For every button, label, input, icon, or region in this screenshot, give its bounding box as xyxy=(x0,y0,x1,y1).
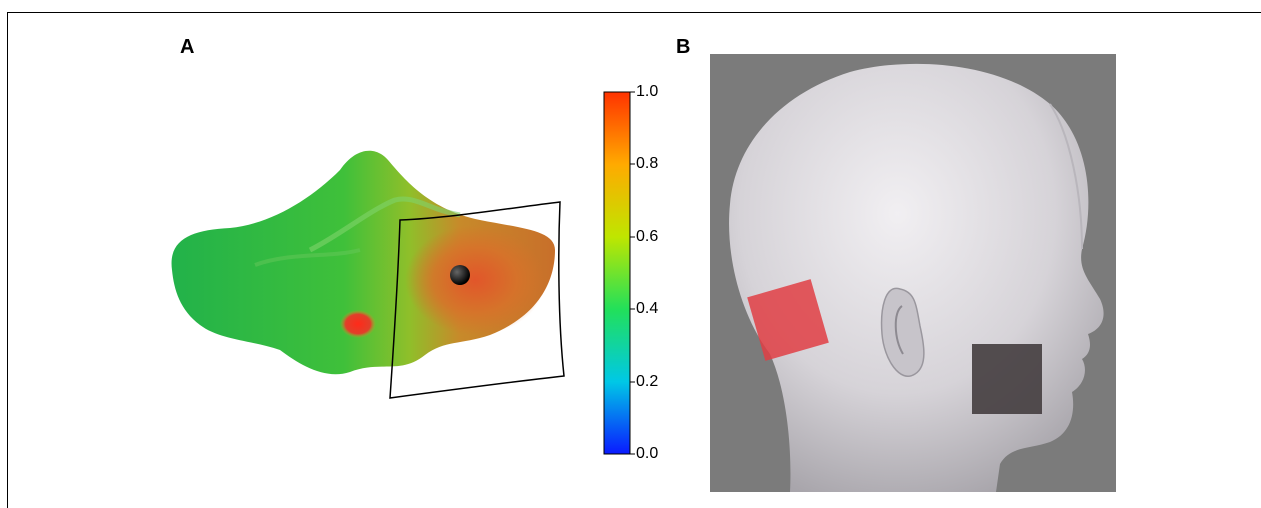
ear-inner xyxy=(894,305,904,355)
figure-frame-top xyxy=(7,12,1261,13)
colorbar-tick-label: 1.0 xyxy=(636,83,659,100)
projection-plane xyxy=(389,201,565,399)
colorbar-tick-label: 0.0 xyxy=(636,445,659,462)
ear xyxy=(880,287,925,377)
head-render xyxy=(729,63,1104,492)
hot-region xyxy=(405,225,545,335)
panel-label-b: B xyxy=(676,36,691,58)
colorbar-tick-label: 0.4 xyxy=(636,300,659,317)
colorbar-tick-label: 0.8 xyxy=(636,155,659,172)
stimulus-square-dark xyxy=(972,344,1042,414)
marker-sphere xyxy=(450,265,470,285)
surface-ridge xyxy=(308,196,461,253)
colorbar xyxy=(603,91,635,455)
surface-heatmap-render xyxy=(171,150,565,399)
panel-label-a: A xyxy=(180,36,195,58)
hot-spot xyxy=(340,310,376,338)
surface-ridge xyxy=(254,248,361,267)
head-render-panel xyxy=(710,54,1116,492)
head-silhouette xyxy=(729,63,1104,492)
face-contour xyxy=(1049,103,1083,250)
colorbar-tick-label: 0.6 xyxy=(636,228,659,245)
colorbar-tick-label: 0.2 xyxy=(636,373,659,390)
figure-frame-left xyxy=(7,12,8,508)
colorbar-gradient xyxy=(603,91,631,455)
